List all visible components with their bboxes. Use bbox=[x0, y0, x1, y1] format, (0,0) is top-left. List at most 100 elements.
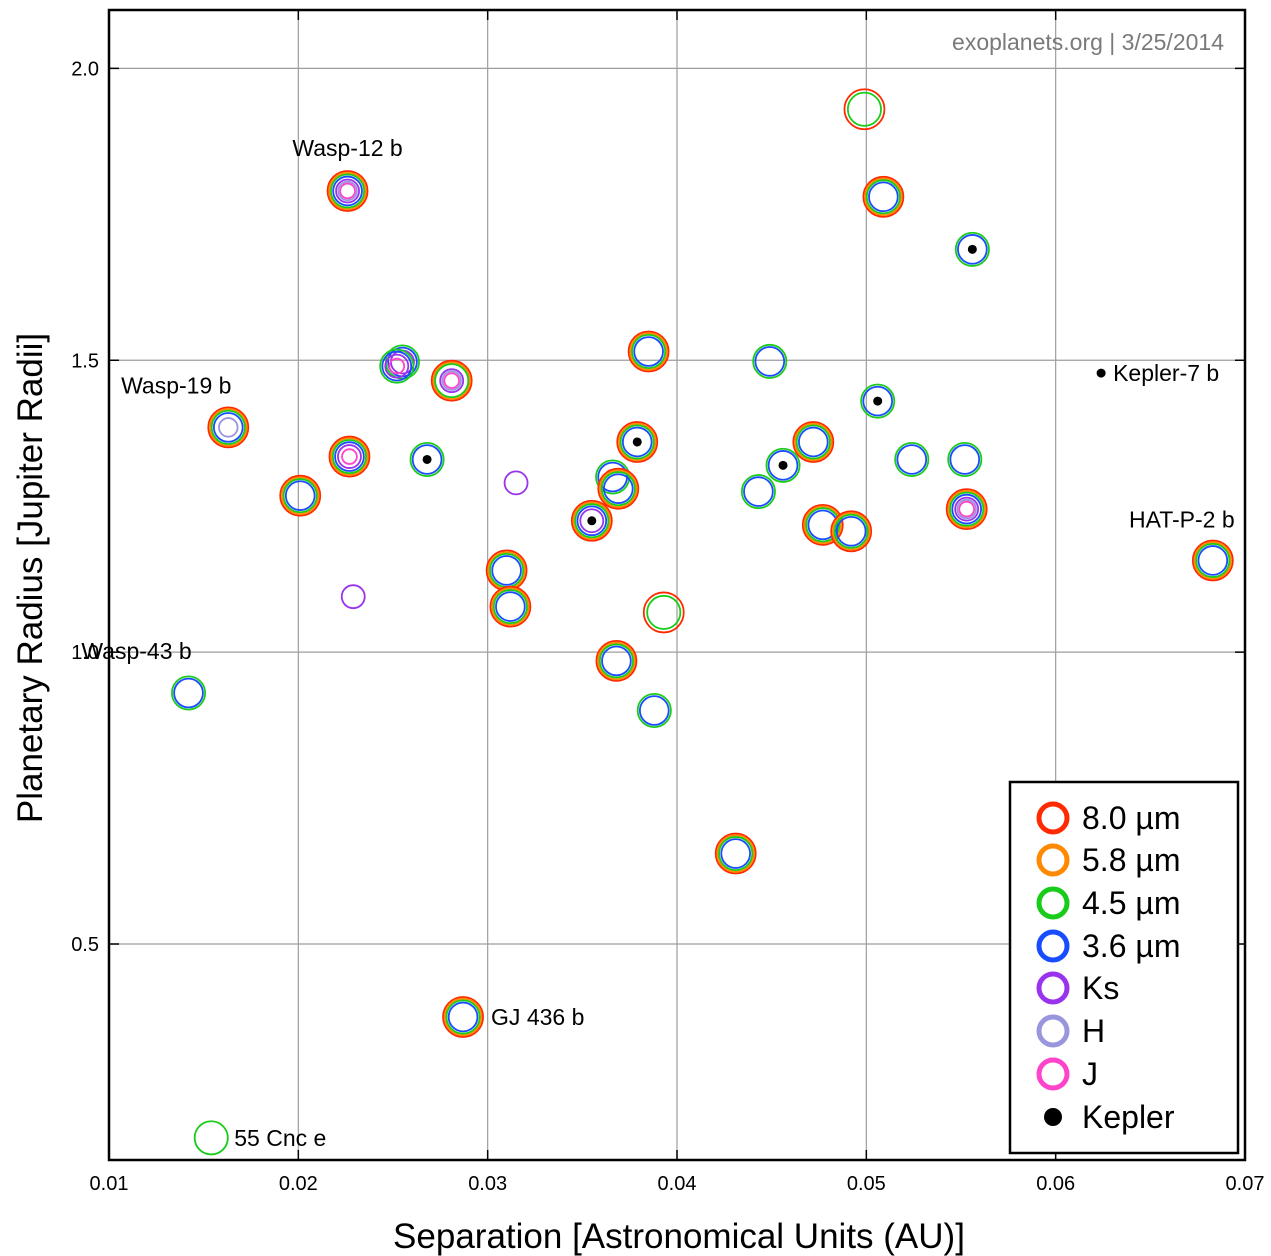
ring-Ks-marker bbox=[954, 496, 980, 522]
ring-8-0-marker bbox=[862, 175, 905, 218]
ring-4-5-marker bbox=[379, 348, 415, 384]
ring-4-5-marker bbox=[740, 474, 776, 510]
legend-swatch-3-6 bbox=[1036, 929, 1070, 963]
ring-H-marker bbox=[441, 370, 462, 391]
kepler-dot-marker bbox=[422, 454, 432, 464]
ring-3-6-marker bbox=[173, 677, 204, 709]
ring-5-8-marker bbox=[491, 587, 530, 626]
ring-4-5-marker bbox=[282, 478, 318, 514]
planet-marker bbox=[830, 510, 873, 553]
ring-4-5-marker bbox=[434, 363, 470, 399]
x-axis-title: Separation [Astronomical Units (AU)] bbox=[393, 1217, 965, 1256]
planet-marker bbox=[595, 639, 638, 682]
planet-marker bbox=[714, 832, 757, 875]
ring-3-6-marker bbox=[720, 838, 751, 869]
ring-4-5-marker bbox=[492, 589, 528, 625]
ring-8-0-marker bbox=[595, 639, 638, 682]
legend-swatch-kepler bbox=[1044, 1108, 1062, 1126]
planet-marker bbox=[340, 584, 366, 610]
ring-Ks-marker bbox=[340, 584, 366, 610]
ring-3-6-marker bbox=[798, 426, 829, 458]
ring-8-0-marker bbox=[1191, 539, 1234, 582]
ring-8-0-marker bbox=[830, 510, 873, 553]
ring-8-0-marker bbox=[642, 591, 685, 634]
planet-marker bbox=[954, 231, 990, 267]
ring-4-5-marker bbox=[409, 441, 445, 477]
ring-4-5-marker bbox=[846, 91, 882, 127]
planet-label: GJ 436 b bbox=[491, 1004, 584, 1030]
ring-8-0-marker bbox=[328, 435, 371, 478]
ring-8-0-marker bbox=[801, 503, 844, 546]
ring-8-0-marker bbox=[843, 88, 886, 131]
planet-marker bbox=[627, 330, 670, 373]
ring-4-5-marker bbox=[805, 507, 841, 543]
planet-marker bbox=[862, 175, 905, 218]
ring-J-marker bbox=[341, 448, 358, 465]
credit-text: exoplanets.org | 3/25/2014 bbox=[952, 29, 1224, 55]
x-tick-label: 0.07 bbox=[1226, 1173, 1265, 1195]
planet-marker bbox=[207, 406, 250, 449]
ring-3-6-marker bbox=[284, 480, 316, 511]
ring-3-6-marker bbox=[835, 515, 867, 547]
ring-8-0-marker bbox=[597, 467, 640, 510]
ring-4-5-marker bbox=[894, 441, 930, 477]
planet-label: HAT-P-2 b bbox=[1129, 506, 1235, 532]
legend: 8.0 µm 5.8 µm 4.5 µm 3.6 µm Ks HJ Kepler bbox=[1008, 780, 1240, 1155]
ring-3-6-marker bbox=[951, 493, 982, 525]
ring-4-5-marker bbox=[865, 179, 901, 215]
planet-marker bbox=[597, 467, 640, 510]
kepler-dot-marker bbox=[1096, 368, 1106, 378]
legend-swatch-H bbox=[1036, 1014, 1070, 1048]
ring-H-marker bbox=[956, 498, 977, 520]
ring-4-5-marker bbox=[600, 471, 636, 507]
y-tick-label: 0.5 bbox=[71, 934, 99, 956]
x-tick-label: 0.03 bbox=[468, 1173, 507, 1195]
ring-8-0-marker bbox=[489, 585, 532, 628]
planet-marker bbox=[326, 170, 369, 212]
legend-label: Kepler bbox=[1082, 1099, 1175, 1135]
ring-5-8-marker bbox=[618, 422, 657, 462]
ring-5-8-marker bbox=[572, 501, 611, 540]
planet-marker bbox=[860, 383, 896, 419]
planet-marker bbox=[752, 343, 788, 379]
ring-4-5-marker bbox=[1195, 542, 1231, 578]
ring-Ks-marker bbox=[579, 508, 605, 534]
ring-3-6-marker bbox=[621, 426, 653, 458]
legend-swatch-J bbox=[1036, 1057, 1070, 1091]
planet-marker bbox=[765, 447, 801, 483]
legend-swatch-4-5 bbox=[1036, 886, 1070, 920]
ring-4-5-marker bbox=[718, 836, 754, 872]
kepler-dot-marker bbox=[632, 437, 642, 447]
ring-4-5-marker bbox=[833, 513, 869, 549]
ring-4-5-marker bbox=[619, 424, 655, 460]
ring-Ks-marker bbox=[337, 444, 362, 469]
ring-5-8-marker bbox=[599, 469, 638, 508]
ring-3-6-marker bbox=[381, 350, 413, 382]
planet-marker bbox=[642, 591, 685, 634]
planet-label: Kepler-7 b bbox=[1113, 360, 1219, 386]
x-tick-label: 0.06 bbox=[1036, 1173, 1075, 1195]
ring-3-6-marker bbox=[334, 441, 365, 472]
legend-label: Ks bbox=[1082, 970, 1119, 1006]
planet-marker bbox=[792, 421, 835, 463]
legend-swatch-Ks bbox=[1036, 971, 1070, 1005]
ring-3-6-marker bbox=[332, 175, 363, 207]
ring-3-6-marker bbox=[495, 591, 526, 622]
ring-4-5-marker bbox=[574, 503, 610, 539]
legend-label: H bbox=[1082, 1013, 1105, 1049]
ring-8-0-marker bbox=[616, 421, 659, 463]
legend-swatch-5-8 bbox=[1036, 843, 1070, 877]
ring-8-0-marker bbox=[714, 832, 757, 875]
ring-3-6-marker bbox=[862, 385, 893, 417]
ring-5-8-marker bbox=[947, 489, 986, 529]
planet-marker bbox=[1191, 539, 1234, 582]
y-tick-label: 2.0 bbox=[71, 58, 99, 80]
planet-marker bbox=[328, 435, 371, 478]
ring-Ks-marker bbox=[439, 368, 465, 394]
ring-5-8-marker bbox=[794, 422, 833, 462]
ring-4-5-marker bbox=[598, 643, 634, 679]
ring-Ks-marker bbox=[335, 178, 360, 204]
x-tick-label: 0.05 bbox=[847, 1173, 886, 1195]
ring-3-6-marker bbox=[949, 444, 981, 475]
ring-5-8-marker bbox=[328, 171, 367, 211]
